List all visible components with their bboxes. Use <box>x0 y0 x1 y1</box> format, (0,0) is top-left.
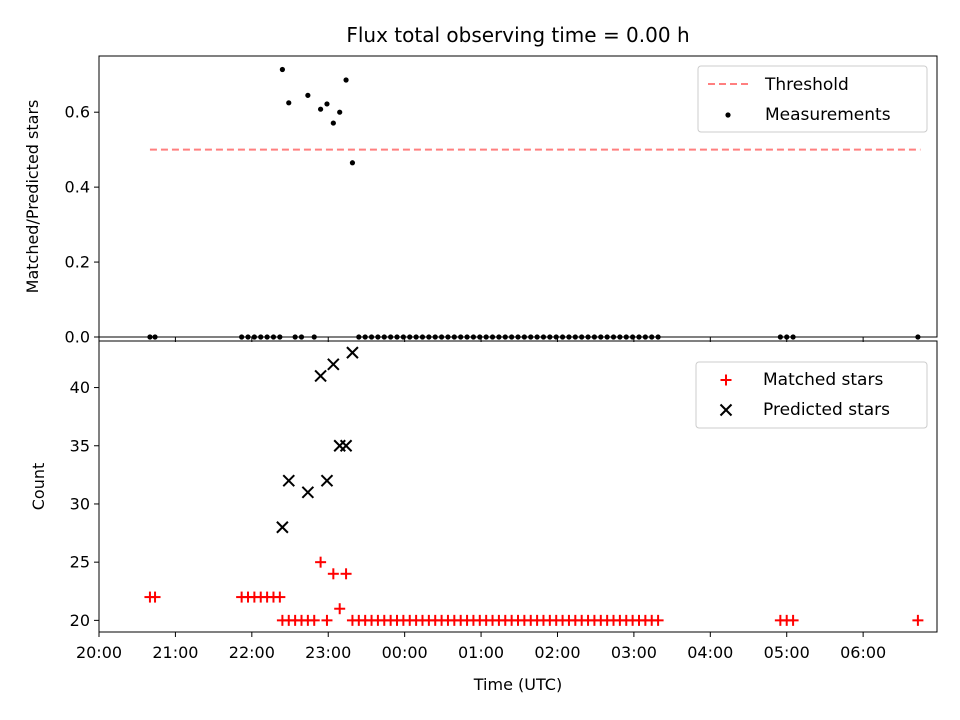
legend-matched-marker <box>720 374 732 386</box>
predicted-star-point-b <box>276 521 289 534</box>
matched-star-point <box>274 591 286 603</box>
legend-predicted-swatch <box>719 403 733 417</box>
legend-matched-swatch <box>720 374 732 386</box>
measurement-point <box>337 109 343 115</box>
predicted-star-point-b <box>327 358 340 371</box>
predicted-star-point-b <box>346 346 359 359</box>
predicted-star-point <box>276 521 289 534</box>
top-y-tick-label: 0.2 <box>65 253 90 272</box>
matched-star-point <box>912 614 924 626</box>
x-tick-label: 22:00 <box>229 643 275 662</box>
predicted-star-point-b <box>320 474 334 487</box>
measurement-point <box>324 101 330 107</box>
x-tick-label: 21:00 <box>152 643 198 662</box>
measurement-point <box>343 77 349 83</box>
chart-title: Flux total observing time = 0.00 h <box>346 23 689 47</box>
matched-star-point <box>327 568 339 580</box>
predicted-star-point-b <box>339 439 353 452</box>
bottom-y-tick-label: 40 <box>70 378 90 397</box>
predicted-star-point <box>314 369 327 383</box>
predicted-star-point <box>327 358 340 371</box>
top-legend: Threshold Measurements <box>697 65 928 133</box>
legend-matched-label: Matched stars <box>763 370 883 390</box>
x-tick-label: 23:00 <box>305 643 351 662</box>
legend-predicted-marker <box>719 403 733 417</box>
bottom-panel: 20 25 30 35 40 20:00 21:00 22:00 23:00 00:00 01:00… <box>70 340 938 662</box>
matched-star-point <box>652 614 664 626</box>
legend-measurements-label: Measurements <box>765 105 891 125</box>
predicted-star-point <box>346 346 359 359</box>
bottom-legend: Matched stars Predicted stars <box>695 361 928 429</box>
top-axes-frame <box>98 55 938 338</box>
measurement-point <box>317 106 324 112</box>
predicted-star-point <box>320 474 334 487</box>
bottom-axes-frame <box>98 340 938 633</box>
top-y-axis-label: Matched/Predicted stars <box>23 100 42 294</box>
top-y-tick-label: 0.0 <box>65 328 90 347</box>
x-axis-label: Time (UTC) <box>473 675 562 694</box>
matched-star-point <box>308 614 320 626</box>
matched-star-point <box>149 591 161 603</box>
bottom-y-tick-label: 30 <box>70 494 90 513</box>
matched-star-point <box>787 614 799 626</box>
top-y-tick-label: 0.4 <box>65 178 90 197</box>
measurement-point <box>286 100 292 106</box>
top-legend-box <box>697 65 928 133</box>
matched-star-point <box>340 568 352 580</box>
matched-star-point <box>321 614 333 626</box>
bottom-y-tick-label: 20 <box>70 611 90 630</box>
x-tick-label: 20:00 <box>76 643 122 662</box>
legend-threshold-label: Threshold <box>764 75 849 95</box>
predicted-star-point-b <box>314 369 327 383</box>
predicted-star-point <box>339 439 353 452</box>
x-tick-label: 00:00 <box>382 643 428 662</box>
legend-measurements-swatch <box>725 112 731 118</box>
matched-star-point <box>315 556 327 568</box>
x-tick-label: 02:00 <box>534 643 580 662</box>
measurement-point <box>279 66 285 73</box>
matched-star-point <box>334 603 346 615</box>
top-panel: 0.0 0.2 0.4 0.6 <box>65 55 938 347</box>
bottom-legend-box <box>695 361 928 429</box>
top-y-tick-label: 0.6 <box>65 103 90 122</box>
predicted-star-point <box>301 486 315 499</box>
bottom-y-tick-label: 25 <box>70 553 90 572</box>
predicted-star-point-b <box>282 474 295 487</box>
predicted-star-point <box>282 474 295 487</box>
bottom-y-tick-label: 35 <box>70 436 90 455</box>
bottom-y-axis-label: Count <box>29 463 48 511</box>
measurement-point <box>349 160 356 166</box>
predicted-star-point-b <box>301 486 315 499</box>
x-tick-label: 06:00 <box>840 643 886 662</box>
x-tick-label: 03:00 <box>611 643 657 662</box>
x-tick-label: 05:00 <box>764 643 810 662</box>
legend-predicted-marker-b <box>719 403 733 417</box>
measurement-point <box>305 92 311 98</box>
x-tick-label: 01:00 <box>458 643 504 662</box>
legend-predicted-label: Predicted stars <box>763 400 890 420</box>
x-tick-label: 04:00 <box>687 643 733 662</box>
measurement-point <box>330 120 336 126</box>
